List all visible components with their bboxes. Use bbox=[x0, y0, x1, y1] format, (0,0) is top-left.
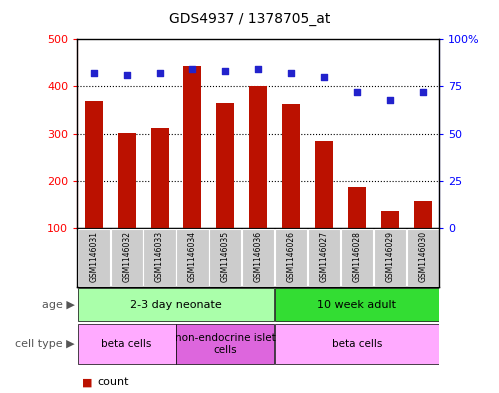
Bar bbox=[381, 211, 399, 275]
Point bbox=[156, 70, 164, 76]
Text: 2-3 day neonate: 2-3 day neonate bbox=[130, 299, 222, 310]
Text: GSM1146030: GSM1146030 bbox=[418, 231, 427, 282]
Text: GSM1146027: GSM1146027 bbox=[319, 231, 328, 282]
Text: GSM1146026: GSM1146026 bbox=[286, 231, 295, 282]
Text: cell type ▶: cell type ▶ bbox=[15, 339, 75, 349]
Bar bbox=[249, 86, 267, 275]
Point bbox=[189, 66, 197, 73]
Text: GSM1146035: GSM1146035 bbox=[221, 231, 230, 282]
Bar bbox=[275, 288, 439, 321]
Bar bbox=[341, 228, 373, 286]
Bar bbox=[414, 200, 432, 275]
Bar bbox=[176, 323, 274, 364]
Text: non-endocrine islet
cells: non-endocrine islet cells bbox=[175, 333, 276, 354]
Text: GSM1146028: GSM1146028 bbox=[352, 231, 361, 282]
Text: GSM1146032: GSM1146032 bbox=[122, 231, 131, 282]
Point bbox=[386, 97, 394, 103]
Text: count: count bbox=[97, 377, 129, 387]
Text: GDS4937 / 1378705_at: GDS4937 / 1378705_at bbox=[169, 12, 330, 26]
Bar bbox=[374, 228, 406, 286]
Bar bbox=[348, 187, 366, 275]
Bar bbox=[118, 133, 136, 275]
Bar bbox=[242, 228, 274, 286]
Bar bbox=[78, 288, 274, 321]
Bar bbox=[78, 228, 110, 286]
Point bbox=[287, 70, 295, 76]
Bar bbox=[184, 66, 202, 275]
Bar bbox=[275, 323, 439, 364]
Point bbox=[254, 66, 262, 73]
Bar bbox=[144, 228, 176, 286]
Text: ■: ■ bbox=[82, 377, 93, 387]
Bar bbox=[78, 323, 176, 364]
Point bbox=[320, 74, 328, 80]
Bar bbox=[151, 128, 169, 275]
Bar bbox=[85, 101, 103, 275]
Text: beta cells: beta cells bbox=[332, 339, 382, 349]
Bar bbox=[315, 141, 333, 275]
Text: 10 week adult: 10 week adult bbox=[317, 299, 396, 310]
Bar bbox=[111, 228, 143, 286]
Bar bbox=[176, 228, 209, 286]
Point bbox=[419, 89, 427, 95]
Point bbox=[90, 70, 98, 76]
Bar bbox=[275, 228, 307, 286]
Text: GSM1146034: GSM1146034 bbox=[188, 231, 197, 282]
Point bbox=[222, 68, 230, 75]
Bar bbox=[209, 228, 242, 286]
Bar bbox=[407, 228, 439, 286]
Text: GSM1146033: GSM1146033 bbox=[155, 231, 164, 282]
Text: beta cells: beta cells bbox=[101, 339, 152, 349]
Point bbox=[353, 89, 361, 95]
Point bbox=[123, 72, 131, 78]
Text: GSM1146031: GSM1146031 bbox=[89, 231, 98, 282]
Bar bbox=[216, 103, 235, 275]
Text: GSM1146036: GSM1146036 bbox=[253, 231, 263, 282]
Bar bbox=[308, 228, 340, 286]
Text: age ▶: age ▶ bbox=[42, 299, 75, 310]
Text: GSM1146029: GSM1146029 bbox=[385, 231, 394, 282]
Bar bbox=[282, 105, 300, 275]
